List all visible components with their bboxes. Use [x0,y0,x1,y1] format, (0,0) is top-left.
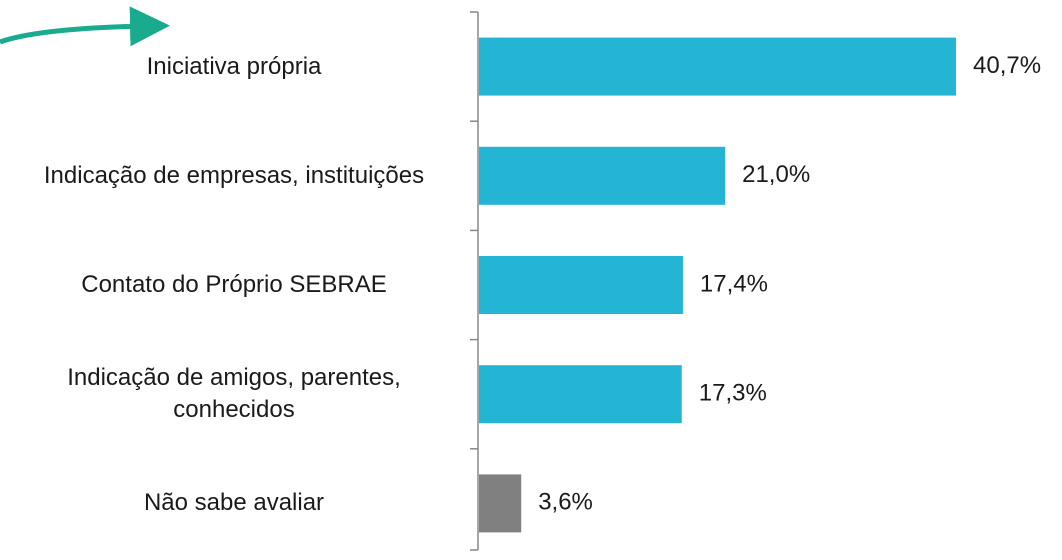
category-label: Indicação de amigos, parentes, conhecido… [67,364,401,424]
bar [479,474,522,533]
bar [479,256,683,314]
category-label: Não sabe avaliar [143,489,325,517]
value-label: 3,6% [538,489,593,516]
category-label: Indicação de empresas, instituições [43,161,425,189]
bar [479,37,957,96]
category-label: Iniciativa própria [146,52,322,80]
value-label: 17,4% [700,270,768,297]
value-label: 40,7% [973,52,1041,79]
bar [479,365,682,424]
value-label: 17,3% [699,380,767,407]
bar [479,146,726,205]
category-label: Contato do Próprio SEBRAE [81,271,387,298]
arrow [0,6,170,47]
value-label: 21,0% [742,161,810,188]
